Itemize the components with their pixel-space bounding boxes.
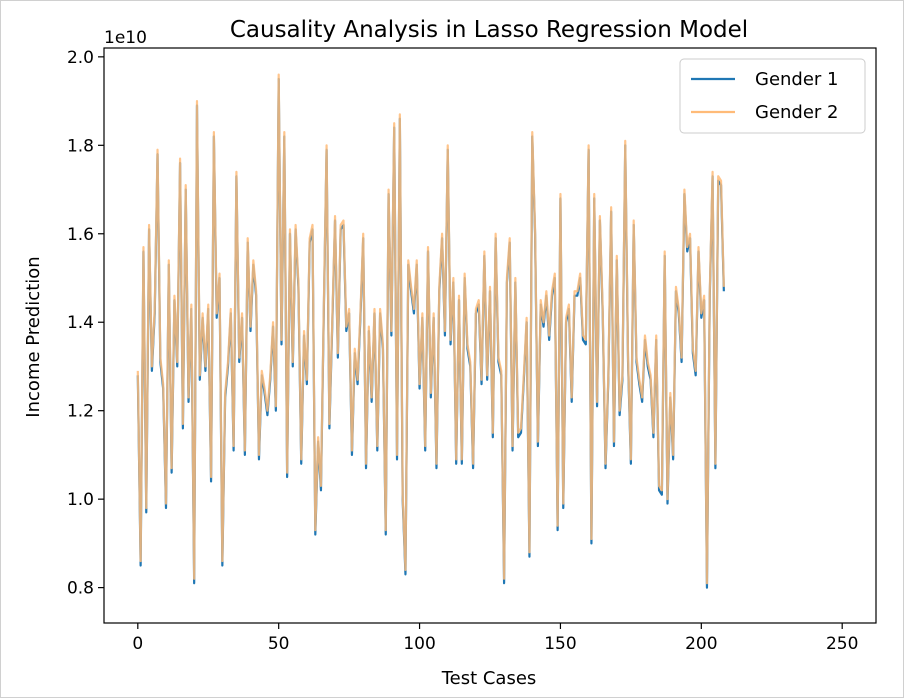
x-tick-label: 150: [544, 634, 576, 654]
x-tick-label: 0: [132, 634, 143, 654]
y-tick-label: 2.0: [67, 48, 94, 68]
y-axis: 0.8 1.0 1.2 1.4 1.6 1.8 2.0: [67, 48, 104, 599]
legend-label-gender-1: Gender 1: [755, 69, 839, 90]
x-tick-label: 50: [268, 634, 290, 654]
x-axis: 0 50 100 150 200 250: [132, 623, 858, 654]
y-tick-label: 0.8: [67, 579, 94, 599]
series-line-gender-2: [136, 73, 725, 585]
y-tick-label: 1.0: [67, 490, 94, 510]
x-tick-label: 200: [685, 634, 717, 654]
legend-box: [679, 58, 866, 134]
x-axis-label: Test Cases: [441, 668, 537, 689]
y-axis-offset-label: 1e10: [104, 28, 147, 48]
series-lines: [136, 73, 725, 589]
legend-label-gender-2: Gender 2: [755, 102, 839, 123]
y-tick-label: 1.2: [67, 402, 94, 422]
chart-legend: Gender 1 Gender 2: [679, 58, 866, 134]
x-tick-label: 100: [403, 634, 435, 654]
y-tick-label: 1.4: [67, 313, 94, 333]
y-tick-label: 1.8: [67, 136, 94, 156]
chart-title: Causality Analysis in Lasso Regression M…: [230, 17, 748, 43]
y-tick-label: 1.6: [67, 225, 94, 245]
x-tick-label: 250: [826, 634, 858, 654]
y-axis-label: Income Prediction: [23, 256, 44, 417]
plot-area: [103, 47, 877, 624]
